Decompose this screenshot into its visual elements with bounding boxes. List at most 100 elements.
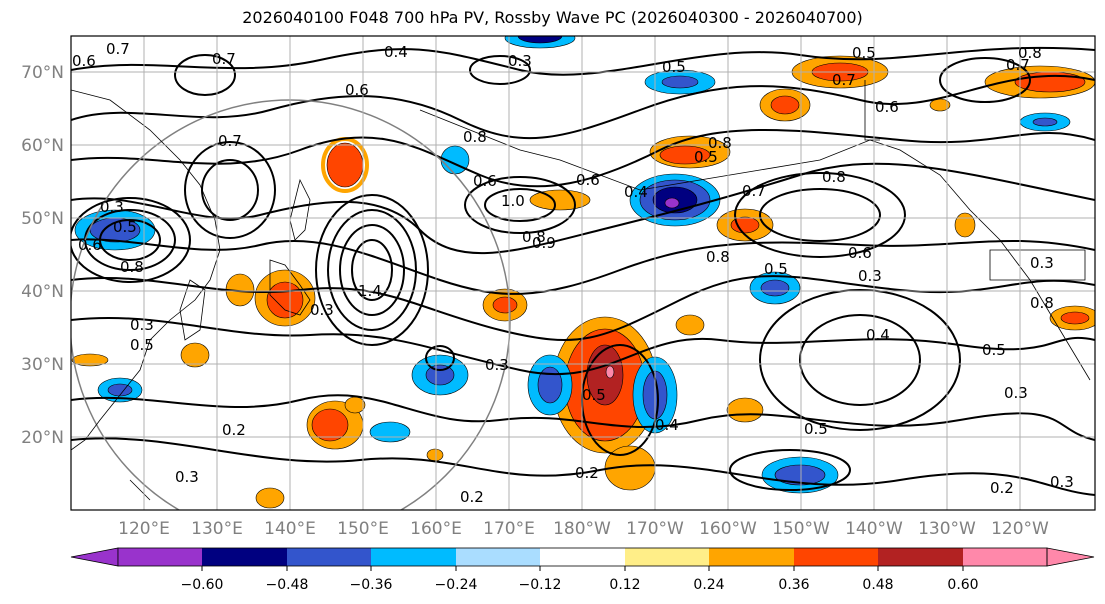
lon-label: 180°W	[553, 519, 611, 539]
contour-label: 0.2	[990, 479, 1014, 497]
contour-label: 0.9	[532, 234, 556, 252]
colorbar-bin	[540, 548, 625, 566]
contour-label: 0.8	[822, 168, 846, 186]
lon-label: 170°E	[483, 519, 535, 539]
contour-label: 0.6	[473, 172, 497, 190]
lon-label: 150°W	[772, 519, 830, 539]
contour-label: 0.6	[875, 98, 899, 116]
colorbar-tick-label: −0.36	[350, 577, 393, 593]
colorbar-tick-label: −0.60	[181, 577, 224, 593]
lon-label: 170°W	[626, 519, 684, 539]
contour-label: 0.7	[742, 182, 766, 200]
contour-label: 0.5	[662, 58, 686, 76]
lat-label: 70°N	[21, 63, 64, 83]
contour-label: 0.8	[463, 128, 487, 146]
colorbar-tick-label: 0.48	[862, 577, 893, 593]
contour-label: 0.6	[345, 81, 369, 99]
colorbar-bin	[371, 548, 456, 566]
colorbar-tick-label: 0.36	[778, 577, 809, 593]
contour-label: 0.2	[575, 464, 599, 482]
contour-labels: 0.7 0.6 0.7 0.4 0.3 0.5 0.5 0.7 0.8 0.7 …	[72, 40, 1074, 506]
lon-label: 160°E	[410, 519, 462, 539]
contour-label: 0.5	[694, 148, 718, 166]
contour-label: 0.3	[1030, 254, 1054, 272]
contour-label: 1.4	[358, 282, 382, 300]
colorbar-min-arrow	[70, 547, 119, 567]
lon-label: 120°E	[118, 519, 170, 539]
contour-label: 0.8	[706, 248, 730, 266]
contour-label: 0.3	[858, 267, 882, 285]
longitude-labels: 120°E 130°E 140°E 150°E 160°E 170°E 180°…	[118, 519, 1049, 539]
lon-label: 120°W	[991, 519, 1049, 539]
lat-label: 50°N	[21, 209, 64, 229]
pv-contours	[71, 46, 1095, 496]
lat-label: 30°N	[21, 355, 64, 375]
contour-label: 0.8	[522, 228, 546, 246]
contour-label: 0.2	[222, 421, 246, 439]
contour-label: 0.7	[218, 132, 242, 150]
contour-label: 0.4	[624, 183, 648, 201]
colorbar-bin	[456, 548, 540, 566]
contour-label: 0.4	[866, 326, 890, 344]
colorbar-tick-label: 0.24	[693, 577, 724, 593]
lon-label: 130°E	[191, 519, 243, 539]
contour-label: 0.6	[78, 236, 102, 254]
contour-label: 0.6	[72, 52, 96, 70]
contour-label: 0.2	[460, 488, 484, 506]
lon-label: 140°W	[845, 519, 903, 539]
graticule	[71, 36, 1095, 510]
lat-label: 20°N	[21, 428, 64, 448]
contour-label: 0.3	[1004, 384, 1028, 402]
contour-label: 0.3	[1050, 473, 1074, 491]
contour-label: 0.6	[848, 244, 872, 262]
colorbar-tick-label: 0.60	[947, 577, 978, 593]
contour-label: 0.5	[113, 218, 137, 236]
contour-label: 0.8	[708, 134, 732, 152]
contour-label: 0.7	[106, 40, 130, 58]
lat-label: 40°N	[21, 282, 64, 302]
lon-label: 130°W	[918, 519, 976, 539]
map-border	[70, 35, 1096, 511]
contour-label: 0.3	[175, 468, 199, 486]
contour-label: 0.5	[764, 260, 788, 278]
lon-label: 160°W	[699, 519, 757, 539]
contour-label: 0.5	[582, 386, 606, 404]
colorbar-tick-label: 0.12	[609, 577, 640, 593]
contour-label: 0.5	[130, 336, 154, 354]
contour-label: 1.0	[501, 192, 525, 210]
lon-label: 150°E	[337, 519, 389, 539]
contour-label: 0.8	[120, 258, 144, 276]
colorbar-tick-label: −0.12	[519, 577, 562, 593]
contour-label: 0.7	[212, 50, 236, 68]
colorbar-bin	[878, 548, 963, 566]
contour-label: 0.8	[1030, 294, 1054, 312]
colorbar-bin	[202, 548, 287, 566]
contour-label: 0.6	[576, 171, 600, 189]
contour-label: 0.8	[1018, 44, 1042, 62]
contour-label: 0.7	[1006, 56, 1030, 74]
colorbar-bin	[287, 548, 371, 566]
contour-label: 0.4	[655, 416, 679, 434]
latitude-labels: 70°N 60°N 50°N 40°N 30°N 20°N	[21, 63, 64, 448]
contour-label: 0.5	[852, 44, 876, 62]
colorbar-bin	[625, 548, 709, 566]
contour-label: 0.7	[832, 71, 856, 89]
lon-label: 140°E	[264, 519, 316, 539]
lat-label: 60°N	[21, 136, 64, 156]
contour-label: 0.4	[384, 43, 408, 61]
contour-label: 0.3	[485, 356, 509, 374]
contour-label: 0.5	[804, 420, 828, 438]
colorbar-tick-label: −0.24	[435, 577, 478, 593]
chart-title: 2026040100 F048 700 hPa PV, Rossby Wave …	[242, 8, 863, 27]
colorbar: −0.60 −0.48 −0.36 −0.24 −0.12 0.12 0.24 …	[70, 547, 1095, 593]
contour-label: 0.3	[130, 316, 154, 334]
contour-label: 0.3	[310, 301, 334, 319]
colorbar-max-arrow	[1046, 547, 1095, 567]
colorbar-bin	[794, 548, 878, 566]
colorbar-bin	[963, 548, 1047, 566]
colorbar-bin	[709, 548, 794, 566]
colorbar-tick-label: −0.48	[266, 577, 309, 593]
contour-label: 0.3	[100, 198, 124, 216]
colorbar-bin	[118, 548, 202, 566]
